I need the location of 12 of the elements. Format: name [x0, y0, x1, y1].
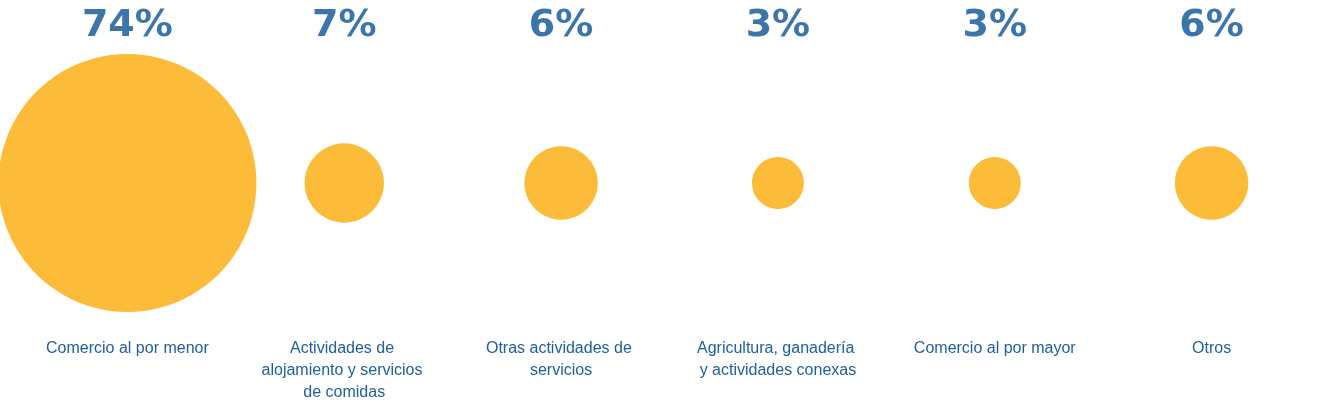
data-label: 6% — [1179, 1, 1244, 45]
category-label: Agricultura, ganadería y actividades conexas — [696, 338, 859, 378]
data-label: 6% — [528, 1, 594, 45]
category-label: Otros — [1192, 338, 1232, 356]
category-label: Comercio al por mayor — [913, 338, 1077, 356]
data-label: 7% — [311, 1, 377, 45]
category-label: Otras actividades de servicios — [485, 338, 637, 378]
data-label: 3% — [962, 1, 1028, 45]
category-label: Comercio al por menor — [46, 338, 210, 356]
category-label: Actividades de alojamiento y servicios de comidas — [261, 338, 427, 400]
data-label: 3% — [745, 1, 811, 45]
data-label: 74% — [81, 1, 173, 45]
